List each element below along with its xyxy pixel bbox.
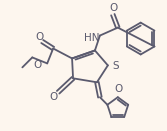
Text: O: O xyxy=(115,84,123,94)
Text: S: S xyxy=(113,61,119,71)
Text: O: O xyxy=(33,60,41,70)
Text: O: O xyxy=(110,3,118,13)
Text: O: O xyxy=(49,92,57,102)
Text: HN: HN xyxy=(84,32,100,43)
Text: O: O xyxy=(35,32,43,42)
